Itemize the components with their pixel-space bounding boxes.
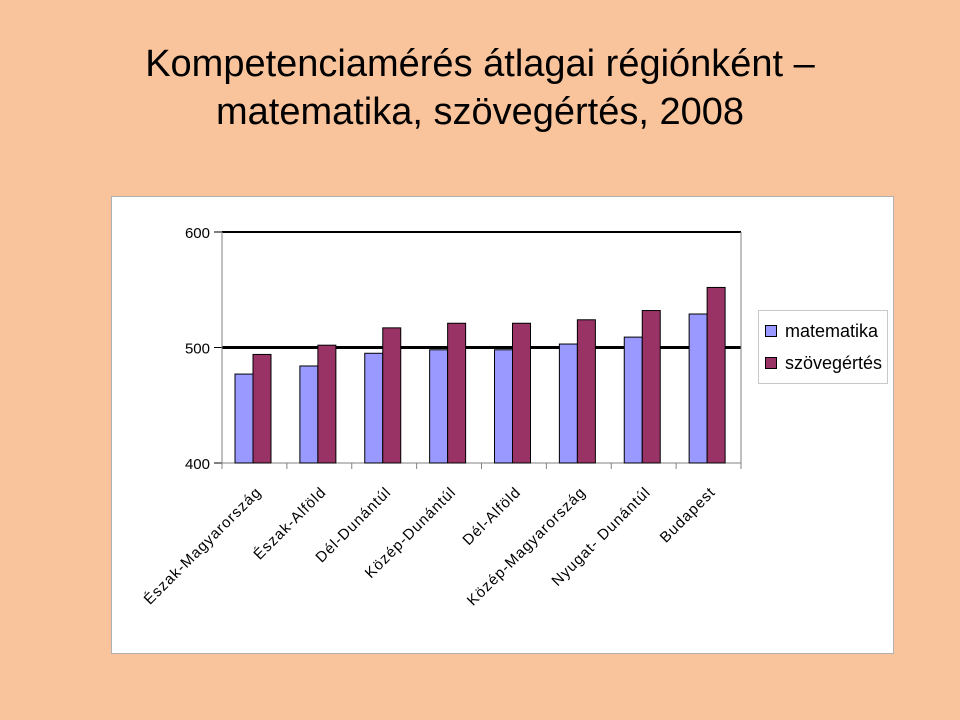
bar-matematika bbox=[299, 365, 319, 464]
bar-szovegertes bbox=[382, 327, 402, 464]
y-tick-label: 600 bbox=[185, 225, 210, 242]
bar-matematika bbox=[364, 352, 384, 464]
legend-label-szovegertes: szövegértés bbox=[785, 352, 883, 373]
legend: matematika szövegértés bbox=[758, 310, 888, 384]
bar-szovegertes bbox=[252, 353, 272, 464]
bar-matematika bbox=[494, 349, 513, 464]
legend-swatch-matematika bbox=[765, 325, 777, 337]
x-tick-label: Dél-Alföld bbox=[459, 484, 524, 549]
bar-szovegertes bbox=[317, 344, 337, 464]
legend-item-matematika: matematika bbox=[765, 319, 878, 343]
legend-item-szovegertes: szövegértés bbox=[765, 351, 882, 375]
x-tick-label: Közép-Magyarország bbox=[464, 484, 590, 610]
legend-swatch-szovegertes bbox=[765, 357, 777, 369]
chart-title-line2: matematika, szövegértés, 2008 bbox=[215, 91, 745, 133]
bar-matematika bbox=[234, 373, 254, 464]
bar-matematika bbox=[558, 343, 578, 464]
bar-matematika bbox=[623, 336, 643, 464]
bar-matematika bbox=[429, 349, 449, 464]
bar-matematika bbox=[688, 313, 708, 464]
x-tick-label: Észak-Magyarország bbox=[141, 484, 265, 608]
bar-szovegertes bbox=[641, 310, 661, 464]
bar-szovegertes bbox=[447, 322, 467, 464]
bar-szovegertes bbox=[576, 319, 596, 464]
chart-title-line1: Kompetenciamérés átlagai régiónként – bbox=[145, 43, 815, 85]
legend-label-matematika: matematika bbox=[785, 320, 879, 341]
bar-szovegertes bbox=[706, 286, 726, 464]
chart-title: Kompetenciamérés átlagai régiónként – ma… bbox=[0, 40, 960, 136]
bar-szovegertes bbox=[512, 322, 531, 464]
y-tick-label: 400 bbox=[185, 456, 210, 473]
y-tick-label: 500 bbox=[185, 341, 210, 358]
x-tick-label: Budapest bbox=[657, 484, 720, 547]
